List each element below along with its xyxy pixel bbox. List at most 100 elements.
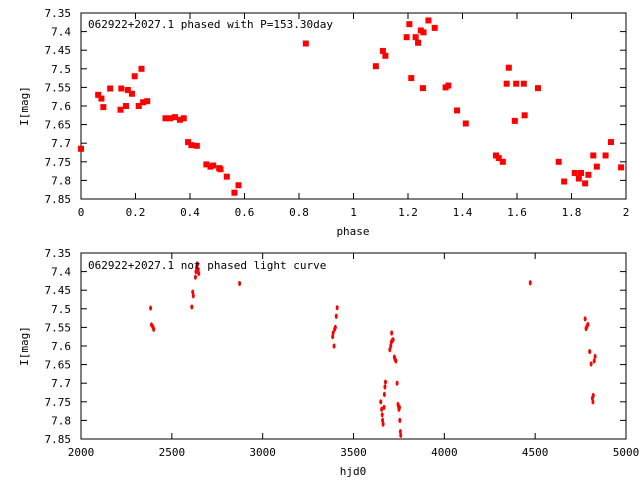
unphased-y-tick-label: 7.45 <box>45 284 72 297</box>
unphased-y-tick-label: 7.55 <box>45 321 72 334</box>
phased-data-point <box>95 91 102 98</box>
phased-data-point <box>203 161 210 168</box>
unphased-plot-frame <box>80 252 627 440</box>
phased-data-point <box>521 112 528 119</box>
phased-data-point <box>602 152 609 159</box>
phased-data-point <box>585 171 592 178</box>
phased-data-point <box>162 115 169 122</box>
unphased-x-tick-label: 3500 <box>340 446 367 459</box>
unphased-data-point <box>238 280 242 287</box>
phased-data-point <box>180 115 187 122</box>
unphased-data-point <box>191 293 195 299</box>
phased-data-point <box>128 90 135 97</box>
unphased-x-tick-label: 2500 <box>159 446 186 459</box>
phased-y-tick-label: 7.35 <box>45 7 72 20</box>
unphased-x-axis-label: hjd0 <box>340 465 367 478</box>
unphased-data-point <box>394 358 398 364</box>
phased-data-point <box>608 139 615 146</box>
phased-data-point <box>408 75 415 82</box>
phased-data-points <box>78 17 625 196</box>
unphased-data-point <box>334 313 338 319</box>
unphased-y-tick-label: 7.4 <box>51 266 71 279</box>
unphased-data-point <box>332 343 336 349</box>
unphased-y-tick-labels: 7.35 7.4 7.45 7.5 7.55 7.6 7.65 7.7 7.75 7.8 7.85 <box>45 247 72 446</box>
phased-plot-title: 062922+2027.1 phased with P=153.30day <box>88 18 333 31</box>
unphased-data-point <box>383 379 387 385</box>
phased-x-tick-label: 1.8 <box>562 206 582 219</box>
phased-data-point <box>555 158 562 165</box>
phased-data-point <box>513 80 520 87</box>
unphased-data-point <box>589 361 593 367</box>
phased-data-point <box>107 85 114 92</box>
phased-x-tick-label: 0.8 <box>289 206 309 219</box>
phased-y-tick-label: 7.55 <box>45 81 72 94</box>
phased-y-tick-label: 7.45 <box>45 44 72 57</box>
phased-data-point <box>235 182 242 189</box>
phased-x-tick-labels: 0 0.2 0.4 0.6 0.8 1 1.2 1.4 1.6 1.8 2 <box>78 206 630 219</box>
phased-data-point <box>495 155 502 162</box>
phased-y-tick-label: 7.7 <box>51 137 71 150</box>
phased-data-point <box>420 29 427 36</box>
unphased-data-point <box>333 324 337 330</box>
phased-data-point <box>419 85 426 92</box>
unphased-x-tick-label: 2000 <box>68 446 95 459</box>
unphased-data-point <box>586 321 590 328</box>
unphased-x-tick-label: 4000 <box>431 446 458 459</box>
unphased-data-point <box>331 330 335 336</box>
phased-data-point <box>117 106 124 113</box>
unphased-data-point <box>593 353 597 360</box>
unphased-y-tick-label: 7.85 <box>45 433 72 446</box>
unphased-data-point <box>190 304 194 310</box>
unphased-data-point <box>391 337 395 343</box>
phased-y-tick-label: 7.8 <box>51 174 71 187</box>
phased-data-point <box>172 114 179 121</box>
unphased-data-point <box>197 270 201 277</box>
phased-data-point <box>403 34 410 41</box>
phased-y-tick-label: 7.65 <box>45 119 72 132</box>
phased-data-point <box>511 117 518 124</box>
phased-data-point <box>425 17 432 24</box>
unphased-x-tick-label: 3000 <box>249 446 276 459</box>
unphased-y-tick-label: 7.6 <box>51 340 71 353</box>
unphased-data-point <box>399 432 403 438</box>
phased-data-point <box>138 65 145 72</box>
phased-data-point <box>223 173 230 180</box>
phased-data-point <box>131 73 138 80</box>
unphased-data-point <box>380 406 384 412</box>
unphased-data-point <box>335 305 339 311</box>
phased-data-point <box>302 40 309 47</box>
unphased-data-point <box>383 384 387 390</box>
phased-x-tick-label: 0.2 <box>126 206 146 219</box>
phased-data-point <box>412 34 419 41</box>
phased-data-point <box>176 116 183 123</box>
unphased-y-tick-label: 7.65 <box>45 359 72 372</box>
phased-data-point <box>210 162 217 169</box>
phased-data-point <box>118 85 125 92</box>
unphased-data-point <box>398 417 402 423</box>
unphased-data-point <box>379 399 383 405</box>
phased-x-tick-label: 1.6 <box>507 206 527 219</box>
phased-data-point <box>575 175 582 182</box>
phased-data-point <box>454 107 461 114</box>
phased-y-axis-label: I[mag] <box>18 86 31 126</box>
unphased-data-point <box>528 280 532 286</box>
unphased-data-point <box>588 348 592 355</box>
phased-data-point <box>571 169 578 176</box>
phased-data-point <box>593 163 600 170</box>
phased-data-point <box>578 169 585 176</box>
unphased-data-point <box>381 421 385 427</box>
phased-data-point <box>582 180 589 187</box>
phased-tick-marks <box>80 12 627 200</box>
unphased-y-tick-label: 7.5 <box>51 303 71 316</box>
unphased-data-points <box>149 261 597 438</box>
phased-data-point <box>188 142 195 149</box>
phased-x-tick-label: 1.4 <box>453 206 473 219</box>
phased-data-point <box>534 85 541 92</box>
unphased-x-tick-label: 5000 <box>613 446 640 459</box>
phased-data-point <box>561 178 568 185</box>
phased-data-point <box>505 64 512 71</box>
phased-data-point <box>382 52 389 59</box>
phased-data-point <box>503 80 510 87</box>
unphased-data-point <box>193 274 197 280</box>
